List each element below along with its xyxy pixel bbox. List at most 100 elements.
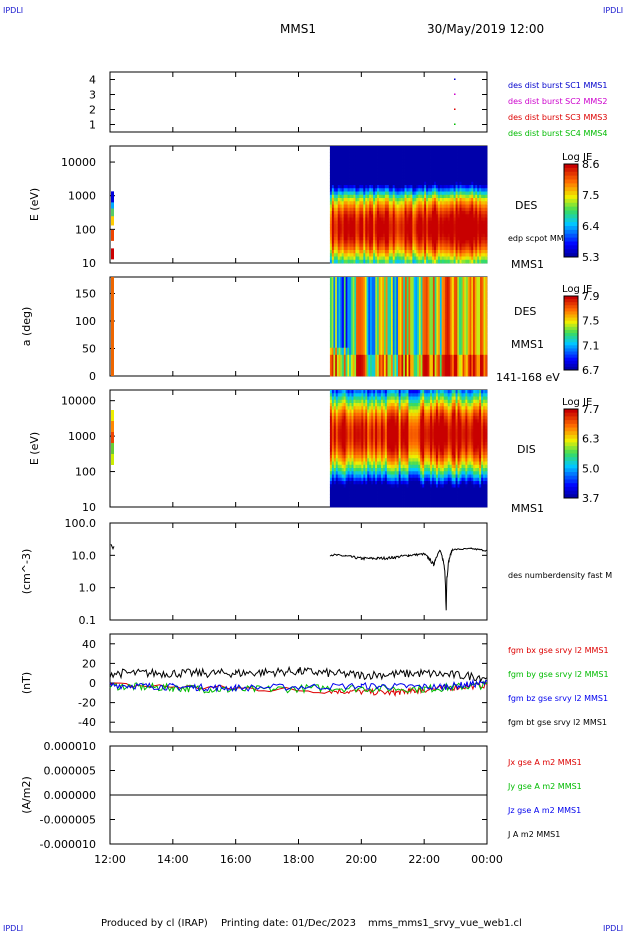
- des-energy-panel-cell: [339, 181, 343, 186]
- des-energy-panel-cell: [428, 159, 431, 163]
- des-energy-panel-cell: [349, 175, 352, 179]
- des-energy-panel-cell: [329, 159, 333, 163]
- des-energy-panel-cell: [461, 165, 464, 170]
- des-energy-panel-cell: [363, 253, 366, 257]
- des-energy-panel-cell: [461, 198, 464, 202]
- des-energy-panel-cell: [467, 230, 470, 235]
- dis-energy-panel-cell: [329, 390, 333, 394]
- des-energy-panel-cell: [433, 146, 437, 150]
- des-energy-panel-cell: [422, 243, 425, 248]
- des-energy-panel-cell: [463, 207, 466, 212]
- des-energy-panel-cell: [380, 217, 384, 222]
- dis-energy-panel-cell: [337, 438, 341, 443]
- des-energy-panel-cell: [355, 253, 358, 257]
- des-pitch-panel-cell: [481, 347, 484, 356]
- des-pitch-panel-cell: [485, 319, 488, 327]
- des-energy-panel-cell: [483, 175, 486, 179]
- des-energy-panel-cell: [471, 191, 474, 196]
- des-pitch-panel-cell: [370, 312, 373, 320]
- des-energy-panel-cell: [367, 220, 370, 225]
- des-energy-panel-cell: [394, 181, 398, 186]
- dis-energy-panel-cell: [351, 487, 354, 492]
- des-energy-panel-cell: [400, 214, 403, 218]
- des-energy-panel-cell: [408, 204, 411, 209]
- des-energy-panel-cell: [375, 256, 378, 261]
- des-pitch-panel-cell: [352, 361, 355, 370]
- des-energy-panel-cell: [357, 237, 360, 241]
- des-energy-panel-cell: [430, 233, 433, 238]
- des-energy-panel-cell: [365, 168, 368, 173]
- des-energy-panel-cell: [329, 259, 333, 264]
- des-energy-panel-cell: [363, 152, 366, 157]
- des-energy-panel-cell: [373, 168, 376, 173]
- des-energy-panel-cell: [416, 207, 419, 212]
- des-energy-panel-cell: [473, 201, 476, 205]
- des-energy-panel-cell: [481, 175, 484, 179]
- des-energy-panel-cell: [398, 201, 402, 205]
- des-pitch-panel-cell: [431, 284, 434, 292]
- des-energy-panel-cell: [483, 224, 486, 228]
- des-pitch-panel-cell: [384, 298, 387, 306]
- dis-energy-panel-cell: [337, 484, 341, 488]
- des-energy-panel-cell: [400, 159, 403, 163]
- dis-energy-panel-cell: [359, 438, 362, 443]
- des-energy-panel-cell: [380, 250, 384, 254]
- des-pitch-panel-cell: [361, 284, 364, 292]
- des-pitch-panel-cell: [356, 312, 359, 320]
- des-energy-panel-cell: [343, 168, 347, 173]
- des-energy-panel-cell: [373, 259, 376, 264]
- des-energy-panel-cell: [398, 224, 402, 228]
- des-energy-panel-cell: [347, 155, 350, 160]
- dis-energy-panel-cell: [359, 497, 362, 501]
- des-energy-panel-cell: [329, 220, 333, 225]
- des-energy-panel-cell: [483, 214, 486, 218]
- des-energy-panel-cell: [380, 172, 384, 176]
- des-energy-panel-cell: [404, 253, 407, 257]
- des-energy-panel-cell: [353, 204, 356, 209]
- des-pitch-panel-cell: [457, 291, 460, 299]
- dis-energy-panel-cell: [353, 477, 356, 482]
- des-energy-panel-cell: [335, 172, 339, 176]
- des-energy-panel-cell: [418, 188, 421, 192]
- des-energy-panel-cell: [463, 175, 466, 179]
- des-energy-panel-cell: [479, 250, 482, 254]
- des-energy-panel-cell: [418, 224, 421, 228]
- des-energy-panel-cell: [445, 198, 449, 202]
- des-pitch-panel-cell: [361, 319, 364, 327]
- des-energy-panel-cell: [353, 155, 356, 160]
- des-energy-panel-cell: [373, 214, 376, 218]
- des-energy-panel-cell: [339, 240, 343, 244]
- des-pitch-panel-cell: [431, 368, 434, 377]
- des-pitch-panel-cell: [389, 368, 392, 377]
- des-energy-panel-cell: [428, 168, 431, 173]
- des-energy-panel-cell: [394, 165, 398, 170]
- des-energy-panel-cell: [422, 175, 425, 179]
- des-pitch-panel-cell: [370, 291, 373, 299]
- des-energy-panel-cell: [473, 214, 476, 218]
- des-energy-panel-cell: [428, 217, 431, 222]
- des-energy-panel-cell: [341, 168, 345, 173]
- des-energy-panel-cell: [443, 227, 447, 231]
- des-pitch-panel-cell: [349, 347, 352, 356]
- des-energy-panel-cell: [437, 240, 441, 244]
- des-energy-panel-cell: [361, 259, 364, 264]
- des-energy-panel-cell: [351, 198, 354, 202]
- des-energy-panel-cell: [404, 250, 407, 254]
- des-pitch-panel-cell: [363, 361, 366, 370]
- des-energy-panel-cell: [390, 146, 394, 150]
- des-energy-panel-cell: [443, 224, 447, 228]
- dis-energy-panel-cell: [359, 442, 362, 446]
- des-energy-panel-cell: [469, 227, 472, 231]
- des-energy-panel-cell: [365, 172, 368, 176]
- des-energy-panel-cell: [408, 227, 411, 231]
- des-energy-panel-cell: [400, 198, 403, 202]
- des-pitch-panel-cell: [387, 291, 390, 299]
- des-energy-panel-cell: [382, 211, 386, 215]
- des-energy-panel-cell: [386, 185, 390, 189]
- des-energy-panel-cell: [445, 146, 449, 150]
- des-pitch-panel-cell: [366, 277, 369, 285]
- des-pitch-panel-cell: [424, 333, 427, 342]
- des-energy-panel-cell: [355, 250, 358, 254]
- des-energy-panel-cell: [461, 178, 464, 183]
- des-energy-panel-cell: [363, 224, 366, 228]
